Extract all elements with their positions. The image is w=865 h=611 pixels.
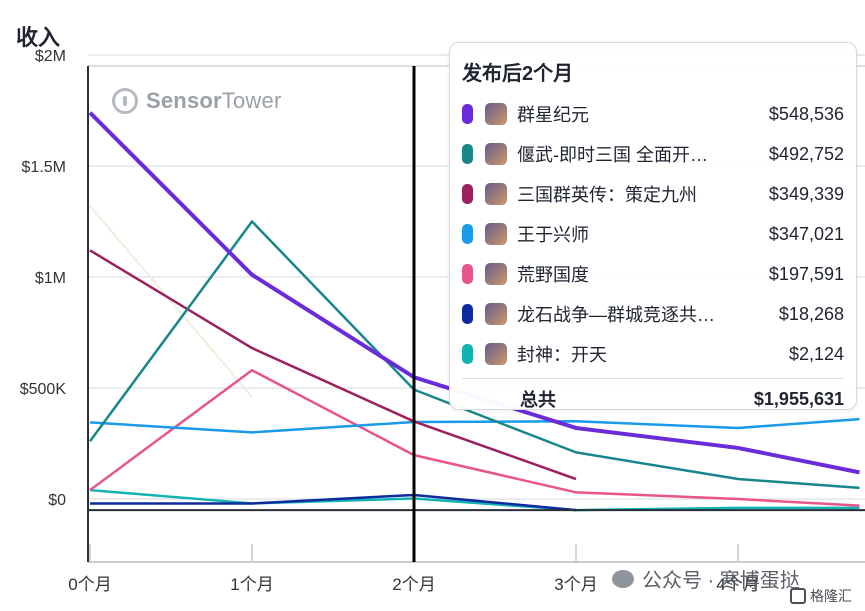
app-icon (485, 103, 507, 125)
series-line-1 (88, 220, 860, 490)
y-tick-label: $1.5M (22, 159, 66, 176)
tooltip-row-value: $492,752 (768, 143, 844, 164)
tooltip-row-name: 王于兴师 (517, 225, 589, 245)
tooltip-title: 发布后2个月 (462, 63, 574, 85)
series-line-3 (89, 417, 860, 434)
x-tick-label: 0个月 (68, 575, 111, 594)
tooltip-row-value: $349,339 (768, 183, 844, 204)
series-line-5 (90, 493, 577, 512)
y-axis-title: 收入 (16, 25, 61, 50)
tooltip-row-name: 群星纪元 (517, 105, 589, 125)
legend-swatch (462, 224, 473, 244)
sensortower-logo-icon (112, 88, 138, 114)
x-tick-label: 4个月 (716, 575, 759, 594)
series-line-2 (89, 249, 577, 481)
tooltip-row-value: $2,124 (788, 343, 844, 364)
tooltip-row: 封神：开天 $2,124 (462, 334, 844, 374)
tooltip-row: 荒野国度 $197,591 (462, 254, 844, 294)
tooltip-row-value: $18,268 (778, 303, 844, 324)
legend-swatch (462, 144, 473, 164)
y-tick-label: $500K (20, 381, 67, 398)
wechat-watermark: 公众号 · 寒博蛋挞 (612, 564, 800, 593)
tooltip-row-value: $347,021 (768, 223, 844, 244)
tooltip-row: 王于兴师 $347,021 (462, 214, 844, 254)
tooltip-row: 三国群英传：策定九州 $349,339 (462, 174, 844, 214)
tooltip-separator (462, 378, 844, 379)
tooltip-rows: 群星纪元 $548,536 偃武-即时三国 全面开… $492,752 三国群英传：策定… (462, 94, 844, 374)
legend-swatch (462, 304, 473, 324)
tooltip-row: 龙石战争—群城竞逐共… $18,268 (462, 294, 844, 334)
watermark-tower: Tower (221, 88, 282, 113)
tooltip-row-name: 封神：开天 (517, 345, 607, 365)
faint-series-line (89, 205, 253, 398)
tooltip-row-name: 龙石战争—群城竞逐共… (517, 305, 715, 325)
tooltip-row: 偃武-即时三国 全面开… $492,752 (462, 134, 844, 174)
y-tick-label: $2M (35, 48, 66, 65)
y-tick-label: $0 (48, 492, 66, 509)
tooltip-row-value: $197,591 (768, 263, 844, 284)
watermark-sensor: Sensor (146, 88, 222, 113)
legend-swatch (462, 104, 473, 124)
series-line-6 (89, 488, 860, 512)
tooltip-row-name: 三国群英传：策定九州 (517, 185, 697, 205)
wechat-watermark-text: 公众号 · 寒博蛋挞 (642, 570, 800, 592)
chart-tooltip: 发布后2个月 群星纪元 $548,536 偃武-即时三国 全面开… $492,752 三… (449, 42, 857, 410)
wechat-icon (612, 569, 634, 588)
legend-swatch (462, 264, 473, 284)
tooltip-total-value: $1,955,631 (753, 388, 844, 409)
tooltip-row: 群星纪元 $548,536 (462, 94, 844, 134)
gelonghui-logo-icon (790, 588, 806, 604)
x-tick-label: 2个月 (392, 575, 435, 594)
legend-swatch (462, 184, 473, 204)
y-tick-label: $1M (35, 270, 66, 287)
tooltip-total-label: 总共 (520, 390, 556, 410)
app-icon (485, 183, 507, 205)
x-tick-label: 1个月 (230, 575, 273, 594)
gelonghui-watermark: 格隆汇 (790, 586, 852, 606)
sensortower-watermark: Sensor Tower (112, 88, 281, 114)
app-icon (485, 303, 507, 325)
tooltip-total-row: 总共 $1,955,631 (462, 379, 844, 419)
gelonghui-text: 格隆汇 (810, 588, 852, 604)
app-icon (485, 143, 507, 165)
legend-swatch (462, 344, 473, 364)
series-line-4 (89, 368, 860, 507)
tooltip-row-value: $548,536 (768, 103, 844, 124)
x-tick-label: 3个月 (554, 575, 597, 594)
app-icon (485, 223, 507, 245)
tooltip-row-name: 荒野国度 (517, 265, 589, 285)
app-icon (485, 263, 507, 285)
app-icon (485, 343, 507, 365)
tooltip-row-name: 偃武-即时三国 全面开… (517, 145, 708, 165)
